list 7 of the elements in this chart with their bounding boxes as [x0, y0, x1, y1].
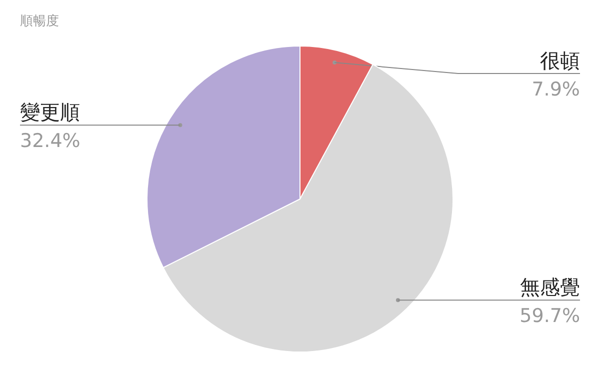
slice-label: 很頓	[540, 48, 580, 73]
data-label: 7.9%	[532, 78, 580, 101]
slice-label: 變更順	[20, 100, 80, 124]
data-label: 59.7%	[520, 305, 580, 328]
data-label: 32.4%	[20, 130, 80, 152]
chart-title: 順暢度	[20, 13, 59, 29]
slice-label: 無感覺	[520, 275, 580, 300]
